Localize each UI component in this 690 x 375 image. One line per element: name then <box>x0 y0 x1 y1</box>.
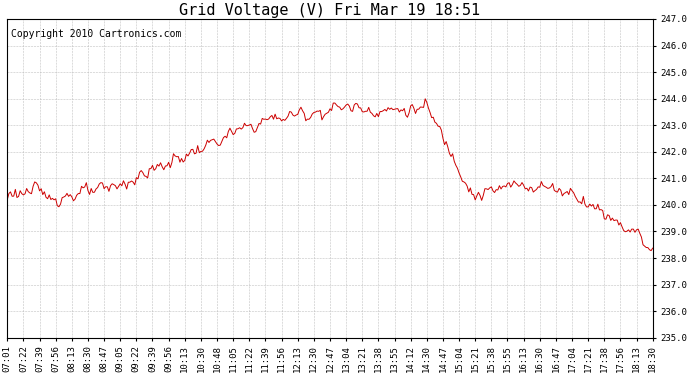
Text: Copyright 2010 Cartronics.com: Copyright 2010 Cartronics.com <box>10 28 181 39</box>
Title: Grid Voltage (V) Fri Mar 19 18:51: Grid Voltage (V) Fri Mar 19 18:51 <box>179 3 480 18</box>
